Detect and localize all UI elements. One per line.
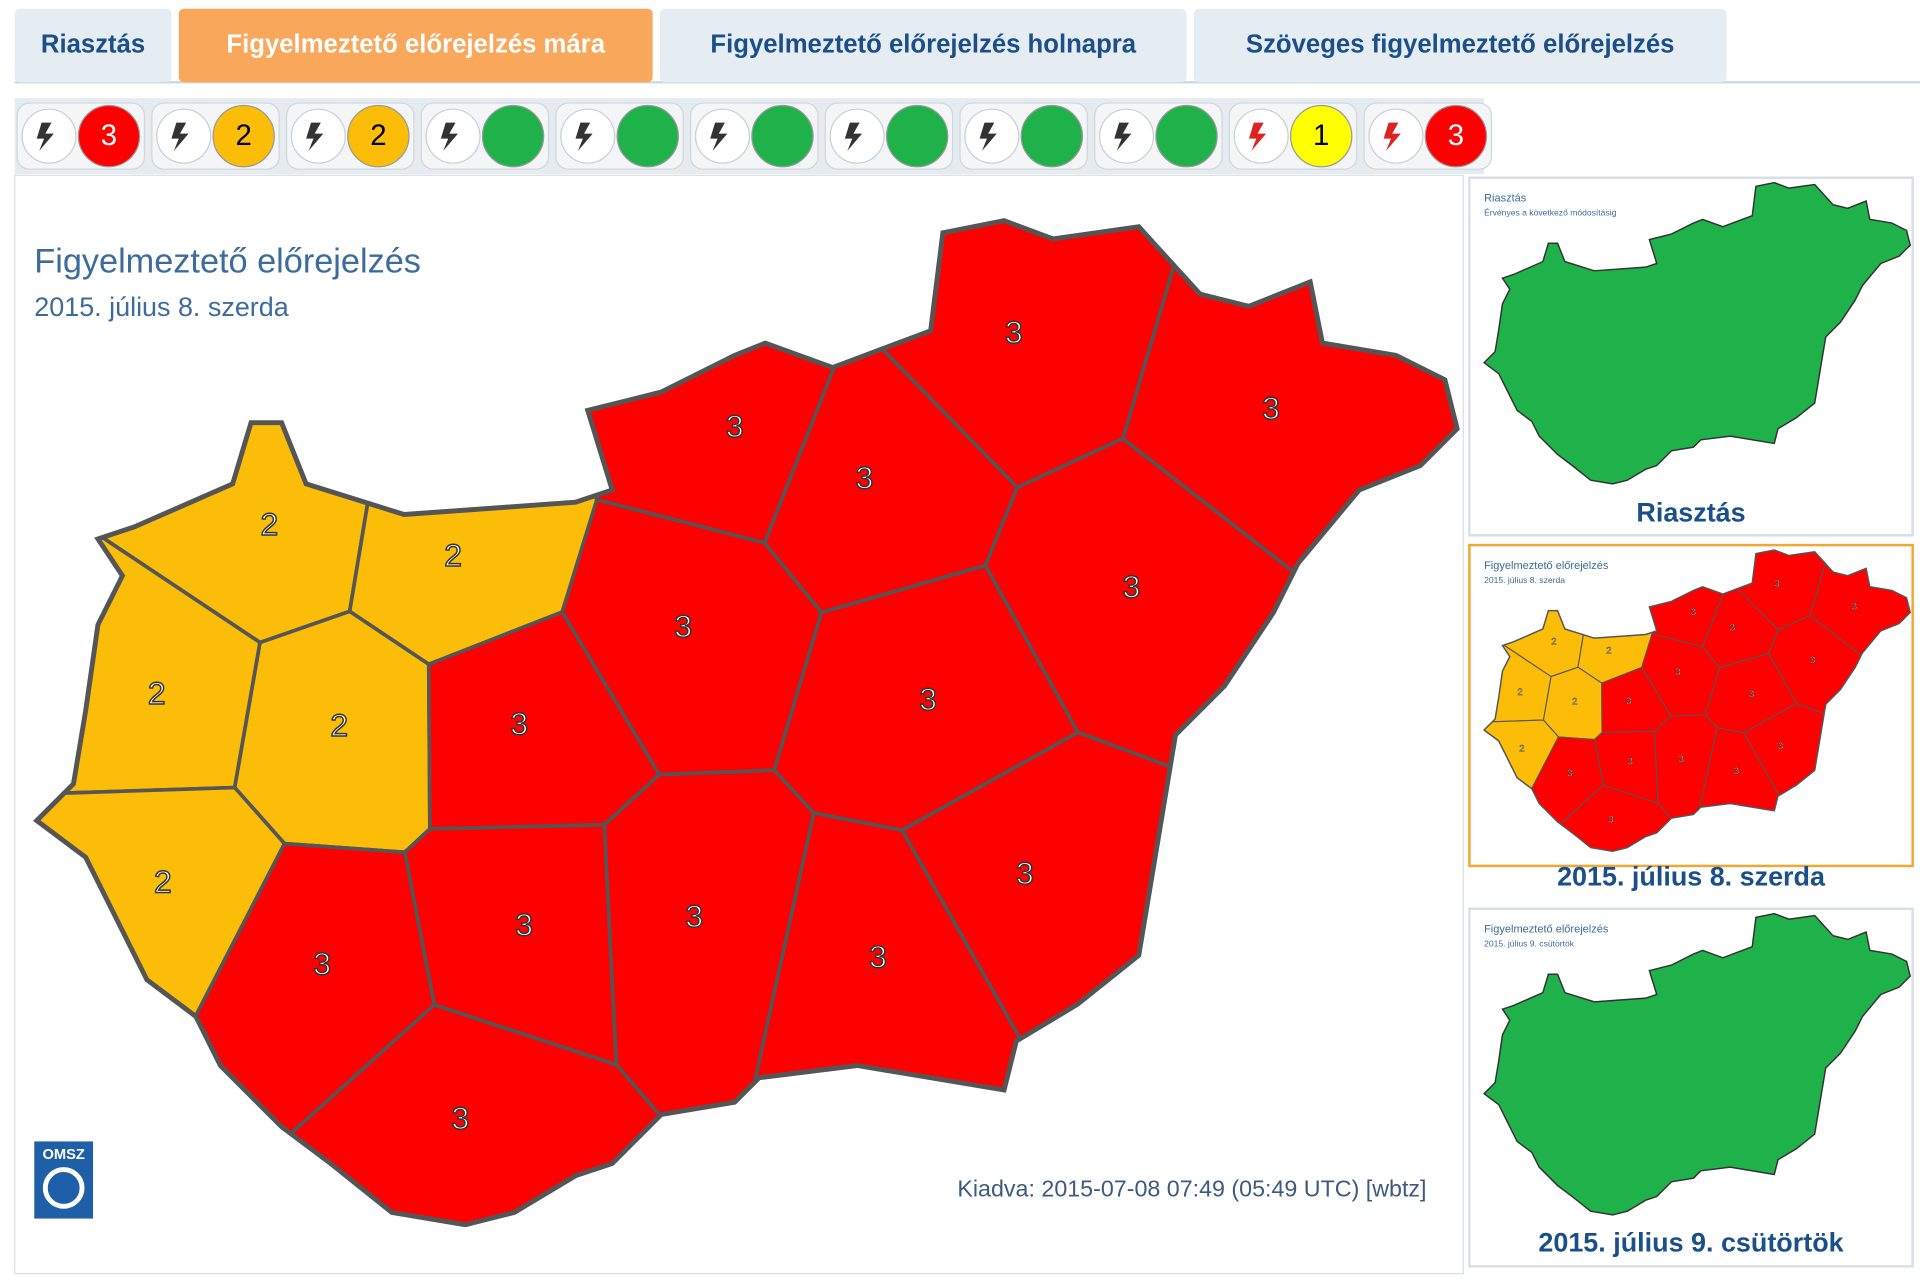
region-label: 3 <box>674 608 692 644</box>
tab-label: Riasztás <box>41 30 145 58</box>
hazard-level <box>616 104 679 168</box>
region-label: 2 <box>330 707 348 743</box>
thumb-subtitle: 2015. július 8. szerda <box>1484 575 1565 585</box>
hazard-glyph <box>979 122 997 151</box>
hazard-glyph <box>36 122 54 151</box>
hazard-level-label: 2 <box>370 119 386 152</box>
region-label: 3 <box>313 946 331 982</box>
hazard-level <box>1020 104 1084 168</box>
map-date: 2015. július 8. szerda <box>34 292 288 322</box>
tab-label: Figyelmeztető előrejelzés holnapra <box>710 30 1136 58</box>
region-label: 3 <box>1016 855 1034 891</box>
hazard-glyph <box>1248 122 1267 151</box>
hazard-level <box>885 104 949 168</box>
thumb-title: Figyelmeztető előrejelzés <box>1484 923 1609 935</box>
hazard-level <box>1290 104 1353 168</box>
region-label: 2 <box>154 864 172 900</box>
hazard-glyph <box>575 122 593 151</box>
hazard-glyph <box>306 122 324 151</box>
thumb-title: Riasztás <box>1484 192 1527 204</box>
region-label: 3 <box>919 681 937 717</box>
region-label: 2 <box>444 537 462 573</box>
region-label: 3 <box>515 907 533 943</box>
region-label: 3 <box>452 1100 470 1136</box>
tab-label: Figyelmeztető előrejelzés mára <box>226 30 605 58</box>
logo-text: OMSZ <box>42 1147 84 1163</box>
thumb-caption: Riasztás <box>1636 498 1745 528</box>
thumb-title: Figyelmeztető előrejelzés <box>1484 560 1609 572</box>
region-label: 3 <box>1005 314 1023 350</box>
hazard-glyph <box>440 122 458 151</box>
region-label: 3 <box>1262 390 1280 426</box>
tab[interactable] <box>1193 8 1727 83</box>
hazard-level <box>347 104 410 168</box>
region-label: 2 <box>148 675 166 711</box>
tab[interactable] <box>178 8 653 83</box>
region-label: 3 <box>685 898 703 934</box>
tab[interactable] <box>14 8 172 83</box>
region-label: 3 <box>869 938 887 974</box>
issued: Kiadva: 2015-07-08 07:49 (05:49 UTC) [wb… <box>957 1176 1426 1202</box>
hazard-level <box>1155 104 1218 168</box>
region-label: 3 <box>510 706 528 742</box>
region-label: 2 <box>261 506 279 542</box>
hazard-glyph <box>710 122 728 151</box>
thumb-subtitle: 2015. július 9. csütörtök <box>1484 939 1575 949</box>
tab[interactable] <box>660 8 1187 83</box>
hazard-level-label: 2 <box>236 119 252 152</box>
region-label: 3 <box>856 460 874 496</box>
hazard-glyph <box>1383 122 1401 151</box>
hazard-level-label: 3 <box>101 119 117 152</box>
hazard-level <box>751 104 814 168</box>
hazard-level-label: 1 <box>1313 119 1329 152</box>
map-title: Figyelmeztető előrejelzés <box>34 243 421 281</box>
tab-label: Szöveges figyelmeztető előrejelzés <box>1246 30 1675 58</box>
hazard-level <box>212 104 275 168</box>
hazard-level-label: 3 <box>1448 119 1464 152</box>
hazard-level <box>77 104 141 168</box>
thumb-caption: 2015. július 9. csütörtök <box>1538 1227 1843 1257</box>
hazard-glyph <box>171 122 189 151</box>
hazard-glyph <box>844 122 863 151</box>
hazard-glyph <box>1114 122 1132 151</box>
logo-swirl <box>42 1167 85 1209</box>
region-label: 3 <box>1123 569 1141 605</box>
hazard-level <box>1424 104 1488 168</box>
hazard-level <box>481 104 545 168</box>
thumb-subtitle: Érvényes a következő módosításig <box>1484 208 1617 218</box>
thumb-caption: 2015. július 8. szerda <box>1557 861 1826 891</box>
region-label: 3 <box>726 408 744 444</box>
